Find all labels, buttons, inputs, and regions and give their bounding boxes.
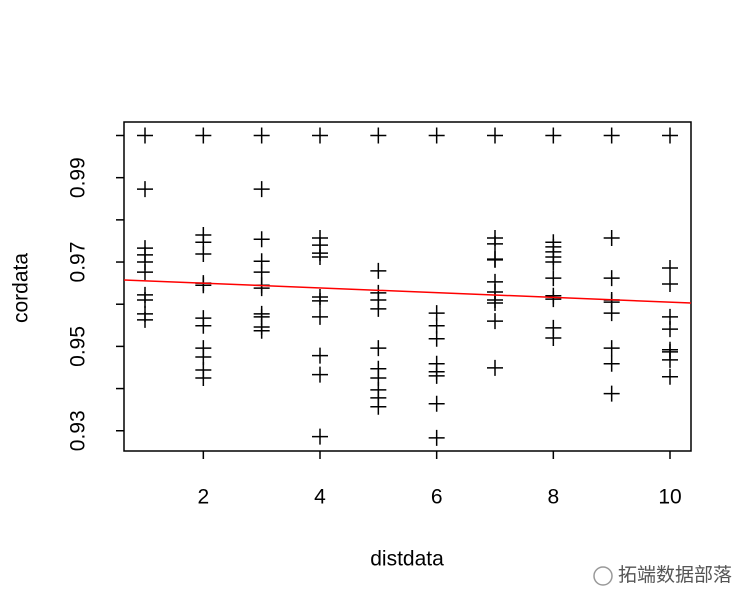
- point: [312, 292, 328, 309]
- y-tick-label: 0.93: [67, 410, 90, 451]
- x-tick-label: 8: [547, 486, 559, 509]
- point: [603, 270, 620, 287]
- plot-box: [123, 121, 692, 452]
- x-tick-label: 2: [197, 486, 209, 509]
- fit-line: [123, 279, 692, 304]
- point: [370, 262, 387, 279]
- x-tick-label: 6: [431, 486, 443, 509]
- point: [603, 355, 620, 372]
- x-tick-label: 4: [314, 486, 326, 509]
- point: [662, 368, 678, 385]
- point: [195, 246, 212, 263]
- point: [312, 248, 328, 265]
- x-tick-label: 10: [658, 486, 681, 509]
- point: [253, 181, 270, 198]
- y-tick-label: 0.99: [67, 157, 90, 198]
- point: [137, 291, 153, 308]
- point: [253, 231, 270, 248]
- point: [137, 127, 153, 144]
- point: [370, 340, 387, 357]
- point: [603, 127, 620, 144]
- point: [487, 127, 503, 144]
- point: [312, 347, 328, 364]
- point: [603, 385, 620, 402]
- point: [137, 264, 153, 281]
- point: [428, 395, 445, 412]
- point: [662, 351, 678, 368]
- point: [487, 235, 503, 252]
- point: [428, 367, 445, 384]
- point: [312, 428, 328, 445]
- point: [137, 311, 153, 328]
- point: [253, 127, 270, 144]
- point: [428, 127, 445, 144]
- point: [195, 127, 212, 144]
- y-tick-label: 0.95: [67, 326, 90, 367]
- point: [545, 329, 562, 346]
- point: [603, 340, 620, 357]
- watermark: 拓端数据部落: [618, 564, 732, 586]
- x-axis-label: distdata: [370, 548, 444, 571]
- point: [370, 300, 387, 317]
- point: [487, 359, 503, 376]
- point: [312, 366, 328, 383]
- point: [312, 127, 328, 144]
- point: [487, 294, 503, 311]
- point: [137, 181, 153, 198]
- point: [312, 308, 328, 325]
- point: [662, 127, 678, 144]
- y-tick-label: 0.97: [67, 242, 90, 283]
- point: [253, 322, 270, 339]
- point: [195, 317, 212, 334]
- point: [487, 313, 503, 330]
- point: [662, 275, 678, 292]
- point: [487, 251, 503, 268]
- watermark-icon: [593, 566, 613, 586]
- point: [195, 370, 212, 387]
- point: [545, 270, 562, 287]
- point: [195, 277, 212, 294]
- point: [603, 305, 620, 322]
- point: [662, 321, 678, 338]
- watermark-group: 拓端数据部落: [593, 564, 732, 586]
- point: [545, 254, 562, 271]
- point: [603, 229, 620, 246]
- point: [545, 127, 562, 144]
- y-axis-label: cordata: [10, 253, 33, 323]
- point: [662, 259, 678, 276]
- point: [428, 429, 445, 446]
- point: [370, 127, 387, 144]
- point: [428, 330, 445, 347]
- point: [545, 291, 562, 308]
- point: [370, 398, 387, 415]
- point: [253, 280, 270, 297]
